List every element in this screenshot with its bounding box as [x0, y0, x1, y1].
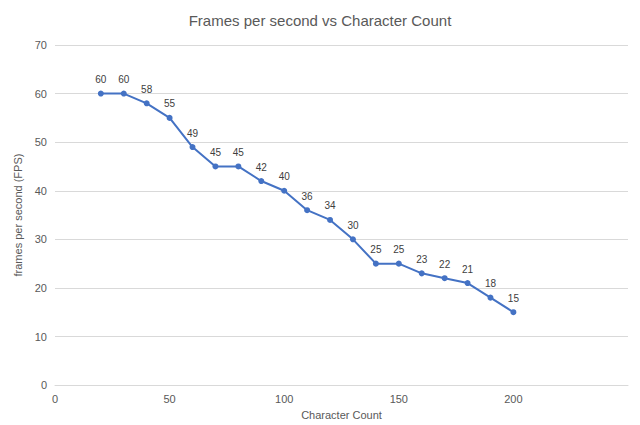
svg-text:frames per second (FPS): frames per second (FPS)	[12, 154, 24, 277]
svg-text:42: 42	[256, 162, 268, 173]
svg-text:40: 40	[35, 185, 47, 197]
svg-text:60: 60	[95, 74, 107, 85]
svg-text:40: 40	[279, 171, 291, 182]
svg-text:25: 25	[393, 244, 405, 255]
svg-text:34: 34	[324, 200, 336, 211]
svg-text:30: 30	[35, 233, 47, 245]
svg-text:10: 10	[35, 331, 47, 343]
svg-text:18: 18	[485, 278, 497, 289]
svg-text:23: 23	[416, 254, 428, 265]
svg-text:55: 55	[164, 98, 176, 109]
svg-text:0: 0	[41, 379, 47, 391]
svg-text:15: 15	[508, 293, 520, 304]
svg-text:25: 25	[370, 244, 382, 255]
svg-text:49: 49	[187, 128, 199, 139]
svg-text:0: 0	[52, 393, 58, 405]
svg-text:45: 45	[210, 147, 222, 158]
svg-text:150: 150	[390, 393, 408, 405]
svg-text:Frames per second vs Character: Frames per second vs Character Count	[189, 12, 452, 29]
svg-text:21: 21	[462, 264, 474, 275]
svg-text:Character Count: Character Count	[301, 409, 382, 421]
svg-text:30: 30	[347, 220, 359, 231]
svg-text:60: 60	[118, 74, 130, 85]
svg-text:200: 200	[504, 393, 522, 405]
svg-text:100: 100	[275, 393, 293, 405]
svg-text:58: 58	[141, 84, 153, 95]
svg-text:50: 50	[163, 393, 175, 405]
svg-text:45: 45	[233, 147, 245, 158]
svg-text:70: 70	[35, 39, 47, 51]
svg-text:50: 50	[35, 136, 47, 148]
svg-text:20: 20	[35, 282, 47, 294]
svg-text:36: 36	[302, 191, 314, 202]
svg-text:22: 22	[439, 259, 451, 270]
svg-text:60: 60	[35, 88, 47, 100]
